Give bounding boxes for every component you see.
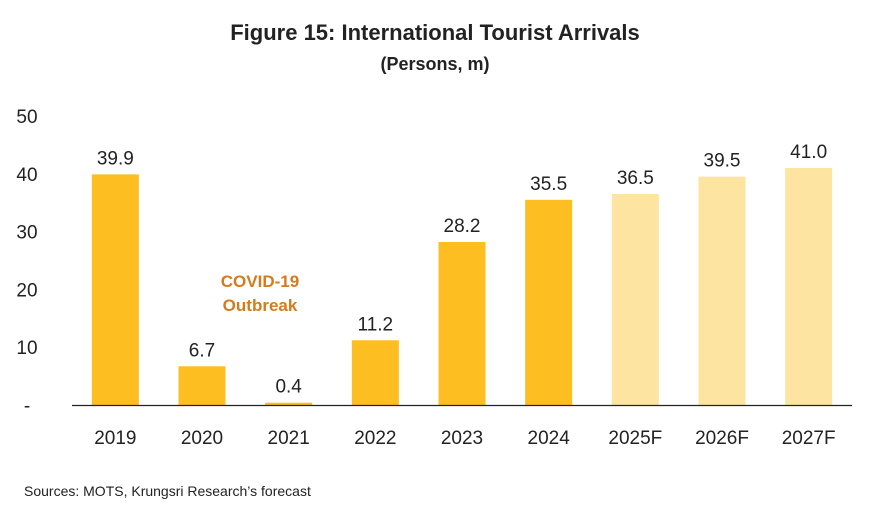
y-axis: - 10 20 30 40 50 bbox=[16, 107, 37, 417]
x-tick-label: 2027F bbox=[782, 428, 836, 449]
bar-2027F bbox=[785, 168, 833, 405]
x-tick-label: 2023 bbox=[441, 428, 483, 449]
x-tick-label: 2021 bbox=[268, 428, 310, 449]
data-label: 41.0 bbox=[790, 142, 827, 163]
y-tick-label: 20 bbox=[16, 280, 37, 301]
bar-series: 39.9 6.7 0.4 11.2 28.2 35.5 36.5 39.5 41.0 bbox=[91, 142, 833, 405]
bar-2023 bbox=[438, 242, 486, 405]
bar-2025F bbox=[611, 194, 659, 405]
x-axis: 2019 2020 2021 2022 2023 2024 2025F 2026F 2027F bbox=[72, 404, 852, 449]
source-note: Sources: MOTS, Krungsri Research’s forec… bbox=[24, 483, 311, 499]
bar-2026F bbox=[698, 176, 746, 405]
data-label: 36.5 bbox=[617, 168, 654, 189]
data-label: 0.4 bbox=[275, 377, 302, 398]
y-tick-label: 30 bbox=[16, 223, 37, 244]
bar-2024 bbox=[525, 199, 573, 405]
chart-title: Figure 15: International Tourist Arrival… bbox=[230, 20, 640, 45]
y-tick-label: 10 bbox=[16, 338, 37, 359]
data-label: 39.9 bbox=[97, 148, 134, 169]
annotation-line: Outbreak bbox=[223, 296, 298, 315]
bar-2019 bbox=[91, 174, 139, 405]
data-label: 39.5 bbox=[704, 151, 741, 172]
x-tick-label: 2026F bbox=[695, 428, 749, 449]
data-label: 6.7 bbox=[189, 340, 215, 361]
data-label: 28.2 bbox=[444, 216, 481, 237]
bar-2022 bbox=[351, 340, 399, 405]
bar-2020 bbox=[178, 366, 226, 405]
x-tick-label: 2019 bbox=[94, 428, 136, 449]
bar-2021 bbox=[265, 402, 313, 405]
chart-subtitle: (Persons, m) bbox=[380, 54, 490, 74]
annotation-line: COVID-19 bbox=[221, 272, 299, 291]
data-label: 35.5 bbox=[530, 174, 567, 195]
x-tick-label: 2020 bbox=[181, 428, 223, 449]
data-label: 11.2 bbox=[358, 314, 394, 335]
x-tick-label: 2022 bbox=[354, 428, 396, 449]
covid-annotation: COVID-19 Outbreak bbox=[221, 272, 299, 315]
y-tick-label: 40 bbox=[16, 165, 37, 186]
y-tick-label: 50 bbox=[16, 107, 37, 128]
y-tick-label: - bbox=[24, 396, 30, 417]
x-tick-label: 2025F bbox=[608, 428, 662, 449]
x-tick-label: 2024 bbox=[528, 428, 571, 449]
